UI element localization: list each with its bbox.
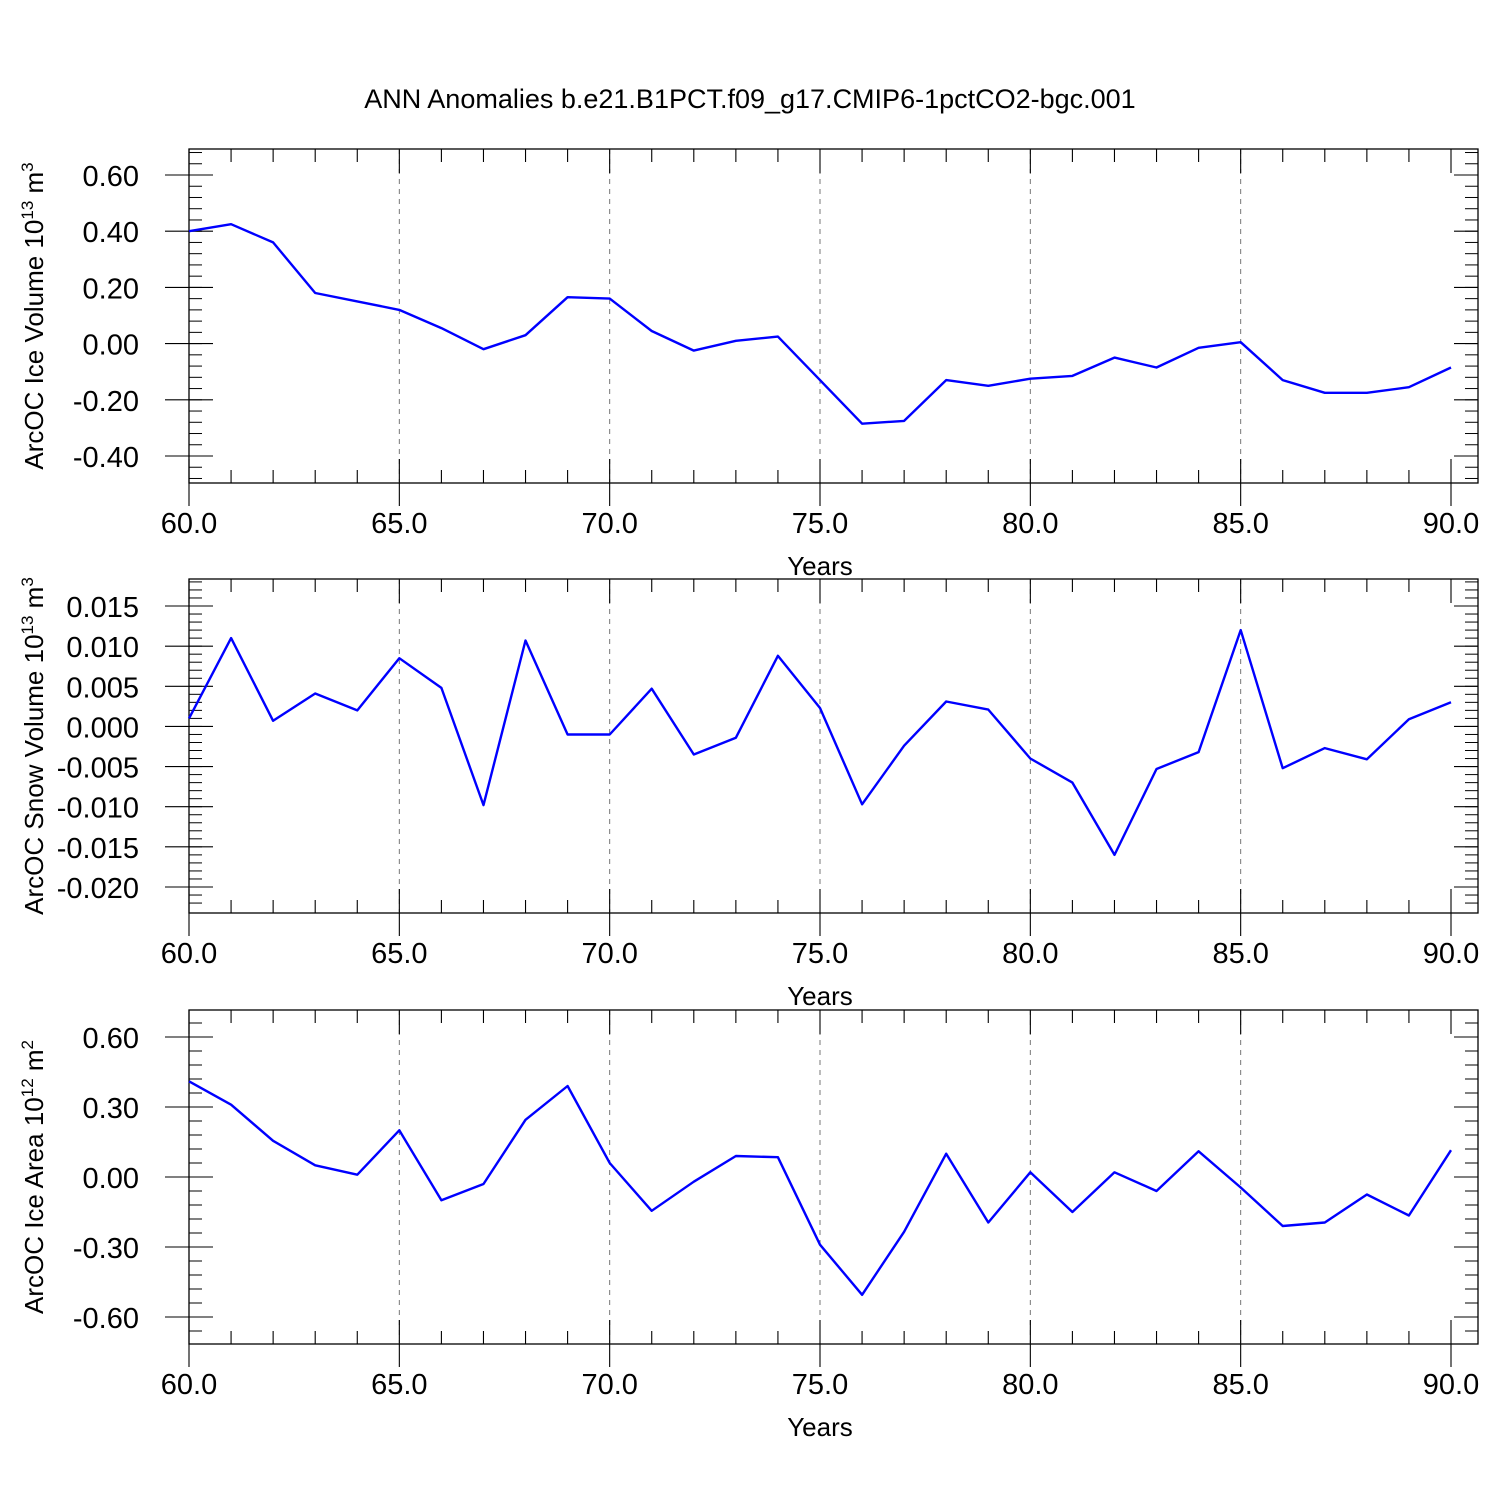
panel-snow-volume: 60.0 65.0 70.0 75.0 80.0 85.0 90.0 Years -0.020 -… (18, 577, 1479, 1011)
y-tick-label: 0.005 (66, 672, 139, 704)
y-tick-label: -0.005 (57, 753, 139, 785)
y-tick-label: -0.20 (73, 386, 139, 418)
x-tick-label: 65.0 (371, 938, 427, 970)
plot-frame (188, 578, 1479, 914)
x-tick-label: 65.0 (371, 508, 427, 540)
chart-title: ANN Anomalies b.e21.B1PCT.f09_g17.CMIP6-… (364, 84, 1136, 114)
x-tick-label: 90.0 (1423, 508, 1479, 540)
y-tick-label: -0.40 (73, 442, 139, 474)
x-axis-label: Years (787, 1412, 853, 1442)
y-label-superscript: 12 (18, 1078, 37, 1097)
x-tick-label: 60.0 (161, 508, 217, 540)
x-tick-label: 80.0 (1002, 1369, 1058, 1401)
y-tick-label: -0.020 (57, 873, 139, 905)
y-axis-label: ArcOC Ice Volume 1013 m3 (18, 162, 49, 469)
y-tick-label: 0.010 (66, 632, 139, 664)
y-label-text: m (19, 172, 49, 201)
y-tick-label: 0.30 (83, 1093, 139, 1125)
series-line (188, 222, 1452, 425)
y-tick-label: 0.20 (83, 273, 139, 305)
y-label-text: ArcOC Ice Area 10 (19, 1097, 49, 1314)
x-tick-label: 85.0 (1212, 1369, 1268, 1401)
y-tick-label: 0.000 (66, 712, 139, 744)
y-label-text: m (19, 587, 49, 616)
x-tick-label: 75.0 (792, 1369, 848, 1401)
y-tick-label: 0.00 (83, 330, 139, 362)
series-line (188, 1080, 1453, 1297)
panel-ice-volume: 60.0 65.0 70.0 75.0 80.0 85.0 90.0 Years -0.40 -0… (18, 148, 1479, 581)
y-label-superscript: 3 (18, 577, 37, 586)
x-tick-label: 70.0 (581, 938, 637, 970)
series-line (187, 628, 1452, 857)
y-tick-label: -0.015 (57, 833, 139, 865)
x-tick-label: 60.0 (161, 938, 217, 970)
panel-ice-area: 60.0 65.0 70.0 75.0 80.0 85.0 90.0 Years -0.60 -0… (18, 1009, 1479, 1442)
x-tick-label: 70.0 (581, 508, 637, 540)
x-tick-label: 90.0 (1423, 1369, 1479, 1401)
y-label-text: m (19, 1049, 49, 1078)
plot-frame (188, 1009, 1479, 1345)
x-tick-label: 70.0 (581, 1369, 637, 1401)
x-tick-label: 85.0 (1212, 508, 1268, 540)
y-label-superscript: 13 (18, 616, 37, 635)
y-tick-label: -0.60 (73, 1303, 139, 1335)
x-tick-label: 60.0 (161, 1369, 217, 1401)
y-label-superscript: 13 (18, 201, 37, 220)
y-tick-label: 0.00 (83, 1163, 139, 1195)
y-tick-label: 0.60 (83, 161, 139, 193)
x-tick-label: 65.0 (371, 1369, 427, 1401)
x-tick-label: 80.0 (1002, 938, 1058, 970)
y-label-superscript: 2 (18, 1040, 37, 1049)
y-tick-label: 0.015 (66, 592, 139, 624)
x-tick-label: 85.0 (1212, 938, 1268, 970)
x-tick-label: 75.0 (792, 508, 848, 540)
y-axis-label: ArcOC Ice Area 1012 m2 (18, 1040, 49, 1314)
y-axis-label: ArcOC Snow Volume 1013 m3 (18, 577, 49, 915)
y-tick-label: -0.010 (57, 793, 139, 825)
y-label-text: ArcOC Snow Volume 10 (19, 634, 49, 914)
x-axis-label: Years (787, 981, 853, 1011)
y-label-superscript: 3 (18, 162, 37, 171)
x-tick-label: 75.0 (792, 938, 848, 970)
y-label-text: ArcOC Ice Volume 10 (19, 220, 49, 470)
plot-frame (188, 148, 1479, 484)
x-tick-label: 80.0 (1002, 508, 1058, 540)
x-axis-label: Years (787, 551, 853, 581)
x-tick-label: 90.0 (1423, 938, 1479, 970)
y-tick-label: -0.30 (73, 1233, 139, 1265)
y-tick-label: 0.60 (83, 1023, 139, 1055)
y-tick-label: 0.40 (83, 217, 139, 249)
